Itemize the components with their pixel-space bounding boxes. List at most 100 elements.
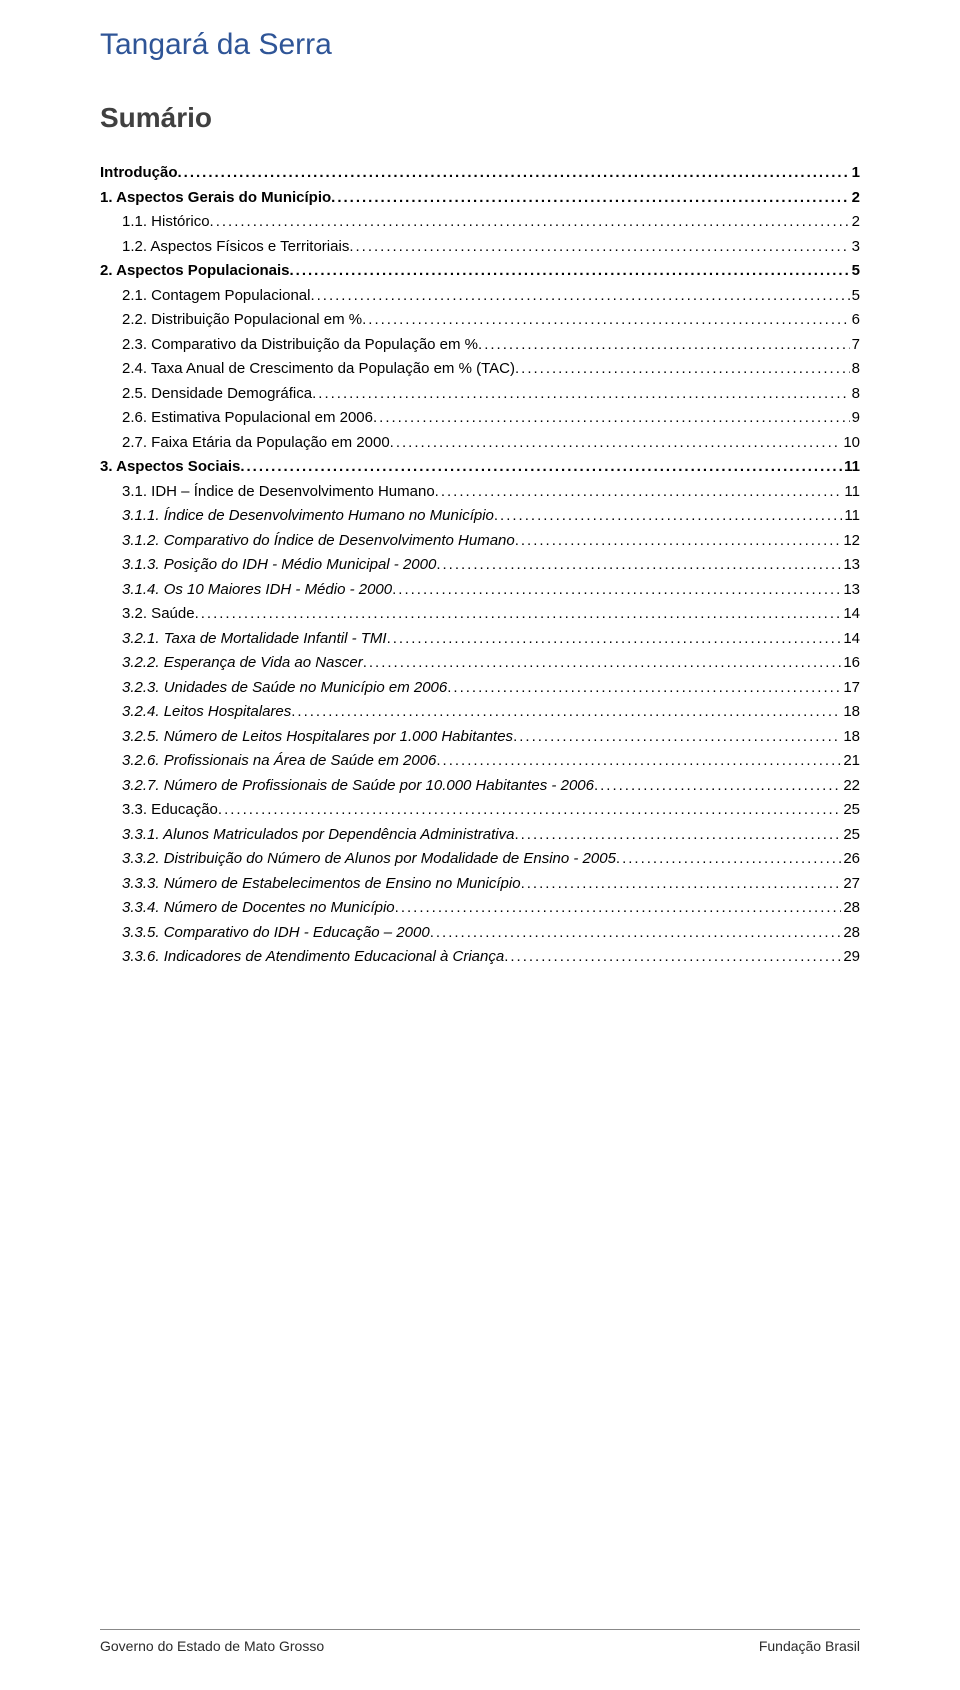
toc-entry: 3.1.4. Os 10 Maiores IDH - Médio - 2000 … — [122, 581, 860, 598]
toc-leader-dots — [447, 679, 841, 696]
toc-leader-dots — [312, 385, 850, 402]
toc-entry-label: 3.3.3. Número de Estabelecimentos de Ens… — [122, 875, 521, 892]
toc-entry-page: 12 — [841, 532, 860, 549]
toc-entry-page: 25 — [841, 826, 860, 843]
toc-entry: 2.2. Distribuição Populacional em % 6 — [122, 311, 860, 328]
toc-entry-page: 11 — [842, 483, 860, 500]
toc-leader-dots — [387, 630, 842, 647]
toc-entry-page: 29 — [841, 948, 860, 965]
toc-entry: 3.2.2. Esperança de Vida ao Nascer 16 — [122, 654, 860, 671]
toc-entry-page: 10 — [841, 434, 860, 451]
toc-entry: 3.3.1. Alunos Matriculados por Dependênc… — [122, 826, 860, 843]
toc-leader-dots — [240, 458, 842, 475]
toc-leader-dots — [430, 924, 842, 941]
toc-entry-page: 11 — [842, 458, 860, 475]
toc-entry-page: 27 — [841, 875, 860, 892]
toc-leader-dots — [435, 483, 843, 500]
toc-entry: 3.3.6. Indicadores de Atendimento Educac… — [122, 948, 860, 965]
document-page: Tangará da Serra Sumário Introdução 1 1. … — [0, 0, 960, 1690]
toc-entry-page: 8 — [850, 385, 860, 402]
toc-entry: 2. Aspectos Populacionais 5 — [100, 262, 860, 279]
table-of-contents: Introdução 1 1. Aspectos Gerais do Municí… — [100, 164, 860, 965]
toc-entry: 1.2. Aspectos Físicos e Territoriais 3 — [122, 238, 860, 255]
toc-entry-label: 3.2.6. Profissionais na Área de Saúde em… — [122, 752, 436, 769]
document-title: Tangará da Serra — [100, 28, 860, 62]
toc-entry-label: 3.2.3. Unidades de Saúde no Município em… — [122, 679, 447, 696]
toc-entry-page: 28 — [841, 899, 860, 916]
toc-entry-page: 3 — [850, 238, 860, 255]
toc-entry: 2.6. Estimativa Populacional em 2006 9 — [122, 409, 860, 426]
toc-entry-label: 3.3. Educação — [122, 801, 218, 818]
toc-entry-label: 3.2. Saúde — [122, 605, 195, 622]
toc-leader-dots — [478, 336, 850, 353]
toc-leader-dots — [195, 605, 842, 622]
toc-leader-dots — [436, 752, 841, 769]
toc-entry-label: 3.2.2. Esperança de Vida ao Nascer — [122, 654, 363, 671]
toc-leader-dots — [390, 434, 842, 451]
toc-entry: 3.3.2. Distribuição do Número de Alunos … — [122, 850, 860, 867]
toc-leader-dots — [210, 213, 850, 230]
toc-entry-label: 3.3.5. Comparativo do IDH - Educação – 2… — [122, 924, 430, 941]
toc-entry-page: 14 — [841, 630, 860, 647]
toc-entry: 2.5. Densidade Demográfica 8 — [122, 385, 860, 402]
toc-leader-dots — [513, 728, 841, 745]
toc-entry-label: 3. Aspectos Sociais — [100, 458, 240, 475]
toc-entry-page: 26 — [841, 850, 860, 867]
toc-entry: 3.2.4. Leitos Hospitalares 18 — [122, 703, 860, 720]
toc-entry-label: 1.1. Histórico — [122, 213, 210, 230]
toc-entry-page: 13 — [841, 556, 860, 573]
page-footer: Governo do Estado de Mato Grosso Fundaçã… — [100, 1629, 860, 1654]
toc-leader-dots — [362, 311, 850, 328]
toc-leader-dots — [310, 287, 849, 304]
toc-entry: 1. Aspectos Gerais do Município 2 — [100, 189, 860, 206]
toc-leader-dots — [218, 801, 841, 818]
footer-left: Governo do Estado de Mato Grosso — [100, 1638, 324, 1654]
toc-entry-label: 3.3.6. Indicadores de Atendimento Educac… — [122, 948, 504, 965]
toc-entry-page: 14 — [841, 605, 860, 622]
summary-heading: Sumário — [100, 102, 860, 134]
toc-entry: 3.1.2. Comparativo do Índice de Desenvol… — [122, 532, 860, 549]
toc-leader-dots — [392, 581, 841, 598]
toc-entry-page: 2 — [850, 189, 860, 206]
toc-entry: 3.2.7. Número de Profissionais de Saúde … — [122, 777, 860, 794]
toc-entry: 1.1. Histórico 2 — [122, 213, 860, 230]
toc-entry: 2.3. Comparativo da Distribuição da Popu… — [122, 336, 860, 353]
toc-leader-dots — [521, 875, 842, 892]
toc-entry-page: 18 — [841, 703, 860, 720]
toc-entry-label: 2.1. Contagem Populacional — [122, 287, 310, 304]
toc-leader-dots — [373, 409, 850, 426]
toc-entry-label: 3.2.1. Taxa de Mortalidade Infantil - TM… — [122, 630, 387, 647]
toc-entry-label: 2.7. Faixa Etária da População em 2000 — [122, 434, 390, 451]
toc-entry-label: 2.4. Taxa Anual de Crescimento da Popula… — [122, 360, 515, 377]
toc-entry: 3.2.3. Unidades de Saúde no Município em… — [122, 679, 860, 696]
toc-entry: 3.3.3. Número de Estabelecimentos de Ens… — [122, 875, 860, 892]
toc-entry-label: 3.2.4. Leitos Hospitalares — [122, 703, 291, 720]
toc-entry-label: Introdução — [100, 164, 178, 181]
toc-entry-page: 5 — [850, 262, 860, 279]
toc-entry-page: 13 — [841, 581, 860, 598]
toc-entry: 3.1. IDH – Índice de Desenvolvimento Hum… — [122, 483, 860, 500]
toc-entry-label: 3.3.4. Número de Docentes no Município — [122, 899, 395, 916]
toc-entry: 3.3.4. Número de Docentes no Município 2… — [122, 899, 860, 916]
toc-entry-label: 3.1.3. Posição do IDH - Médio Municipal … — [122, 556, 436, 573]
toc-entry-label: 3.1.4. Os 10 Maiores IDH - Médio - 2000 — [122, 581, 392, 598]
toc-entry-label: 2.5. Densidade Demográfica — [122, 385, 312, 402]
toc-leader-dots — [290, 262, 850, 279]
toc-entry: 3.3.5. Comparativo do IDH - Educação – 2… — [122, 924, 860, 941]
toc-entry-label: 3.1.1. Índice de Desenvolvimento Humano … — [122, 507, 494, 524]
toc-entry-label: 3.3.1. Alunos Matriculados por Dependênc… — [122, 826, 514, 843]
toc-entry-label: 3.3.2. Distribuição do Número de Alunos … — [122, 850, 616, 867]
toc-entry: 3.2. Saúde 14 — [122, 605, 860, 622]
toc-entry-label: 1.2. Aspectos Físicos e Territoriais — [122, 238, 349, 255]
toc-entry: Introdução 1 — [100, 164, 860, 181]
toc-entry: 3. Aspectos Sociais 11 — [100, 458, 860, 475]
toc-entry-label: 1. Aspectos Gerais do Município — [100, 189, 331, 206]
toc-entry-page: 1 — [850, 164, 860, 181]
toc-leader-dots — [363, 654, 842, 671]
toc-leader-dots — [594, 777, 841, 794]
toc-leader-dots — [395, 899, 842, 916]
toc-entry-page: 25 — [841, 801, 860, 818]
toc-entry-page: 6 — [850, 311, 860, 328]
toc-entry-label: 3.2.7. Número de Profissionais de Saúde … — [122, 777, 594, 794]
toc-entry: 3.2.1. Taxa de Mortalidade Infantil - TM… — [122, 630, 860, 647]
